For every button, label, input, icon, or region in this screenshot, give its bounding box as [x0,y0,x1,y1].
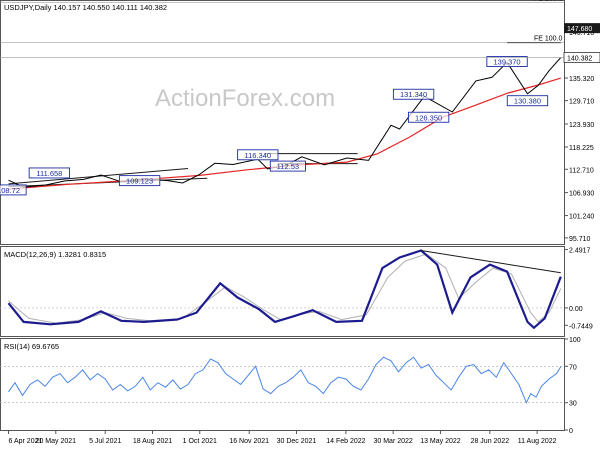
price-annotations: 111.658 109.123 108.72 116.340 112.53 131.340… [0,56,549,196]
annotation-label: 130.380 [514,97,541,106]
annotation-box [237,149,279,161]
annotation-label: 116.340 [245,151,272,160]
date-tick-label: 30 Mar 2022 [374,438,413,445]
fibonacci-extensions: FE 100.0 147.680 FE 100.0 [0,0,600,43]
watermark: ActionForex.com [155,85,335,112]
rsi-axis: 100 70 30 0 [0,337,581,435]
date-tick-label: 13 May 2022 [420,438,461,445]
rsi-line [8,356,562,404]
annotation-box [486,56,528,67]
current-price-badge [563,52,600,63]
annotation-label: 109.123 [126,177,153,186]
macd-tick-label: 0.00 [569,306,583,313]
date-tick-label: 14 Feb 2022 [326,438,365,445]
price-tick-label: 101.240 [569,214,594,221]
fe-level-label: FE 100.0 [534,36,563,43]
price-panel-header: USDJPY,Daily 140.157 140.550 140.111 140… [4,3,167,12]
date-tick-label: 16 Nov 2021 [229,438,269,445]
date-tick-label: 30 Dec 2021 [277,438,317,445]
annotation-box [28,167,70,179]
date-tick-label: 11 Aug 2022 [518,438,557,445]
price-tick-label: 112.710 [569,167,594,174]
annotation-label: 112.53 [277,162,299,171]
macd-signal-line [8,253,562,324]
price-tick-label: 135.320 [569,76,594,83]
price-tick-label: 106.930 [569,191,594,198]
date-tick-label: 18 Aug 2021 [133,438,172,445]
fe-target-badge [564,23,600,34]
rsi-tick-label: 70 [569,364,577,371]
macd-tick-label: 2.4917 [569,248,591,255]
date-tick-label: 1 Oct 2021 [183,438,217,445]
price-axis: 146.710141.015135.320129.710123.930118.2… [564,30,594,243]
annotation-label: 131.340 [400,90,427,99]
price-tick-label: 118.225 [569,145,594,152]
annotation-box [392,88,435,100]
date-tick-label: 5 Jul 2021 [89,438,121,445]
current-price-label: 140.382 [567,56,592,63]
annotation-box [407,111,450,123]
macd-panel-frame [0,246,565,337]
macd-axis: 2.4917 0.00 -0.7449 [0,248,593,330]
price-tick-label: 123.930 [569,122,594,129]
annotation-label: 126.350 [415,113,442,122]
rsi-tick-label: 100 [569,337,581,344]
rsi-panel-header: RSI(14) 69.6765 [4,342,59,351]
macd-tick-label: -0.7449 [569,323,593,330]
macd-panel-header: MACD(12,26,9) 1.3281 0.8315 [4,250,106,259]
price-tick-label: 95.710 [569,236,591,243]
price-panel-frame [0,0,565,245]
date-tick-label: 28 Jun 2022 [471,438,510,445]
macd-main-line [7,249,562,330]
annotation-box [269,160,306,172]
date-tick-label: 6 Apr 2021 [9,438,43,445]
rsi-series-line [8,356,562,404]
date-tick-label: 20 May 2021 [36,438,77,445]
annotation-box [0,184,27,196]
rsi-panel-frame [0,338,565,431]
fe-target-label: 147.680 [567,26,592,33]
macd-trendline [421,250,561,274]
price-tick-label: 129.710 [569,99,594,106]
annotation-box [118,175,161,187]
price-tick-label: 146.710 [569,30,594,37]
annotation-box [506,95,549,107]
macd-lines [7,249,562,330]
rsi-tick-label: 30 [569,401,577,408]
rsi-tick-label: 0 [569,428,573,435]
fe-level-label: FE 100.0 [534,0,563,3]
annotation-label: 111.658 [36,169,62,178]
current-price-marker: 140.382 [0,52,600,63]
annotation-label: 108.72 [0,186,20,195]
annotation-label: 139.370 [493,58,520,67]
